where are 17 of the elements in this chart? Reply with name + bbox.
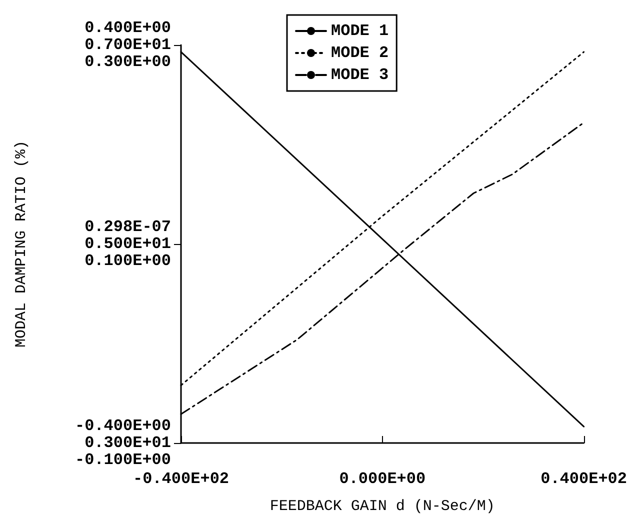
y2-tick-label: 0.700E+01 <box>84 36 171 54</box>
x-tick-label: 0.400E+02 <box>540 470 628 488</box>
legend-label: MODE 2 <box>331 44 389 62</box>
y3-tick-label: -0.100E+00 <box>74 451 171 469</box>
y-tick-label: -0.400E+00 <box>74 417 171 435</box>
x-tick-label: 0.000E+00 <box>339 470 426 488</box>
y3-tick-label: 0.300E+00 <box>84 53 171 71</box>
x-tick-label: -0.400E+02 <box>132 470 230 488</box>
legend-label: MODE 3 <box>331 66 389 84</box>
y-tick-label: 0.400E+00 <box>84 19 171 37</box>
y2-tick-label: 0.300E+01 <box>84 434 171 452</box>
y2-tick-label: 0.500E+01 <box>84 235 171 253</box>
y-axis-title: MODAL DAMPING RATIO (%) <box>13 140 30 348</box>
x-axis-title: FEEDBACK GAIN d (N-Sec/M) <box>270 498 495 515</box>
y-tick-label: 0.298E-07 <box>84 218 171 236</box>
legend-label: MODE 1 <box>331 22 389 40</box>
y3-tick-label: 0.100E+00 <box>84 252 171 270</box>
